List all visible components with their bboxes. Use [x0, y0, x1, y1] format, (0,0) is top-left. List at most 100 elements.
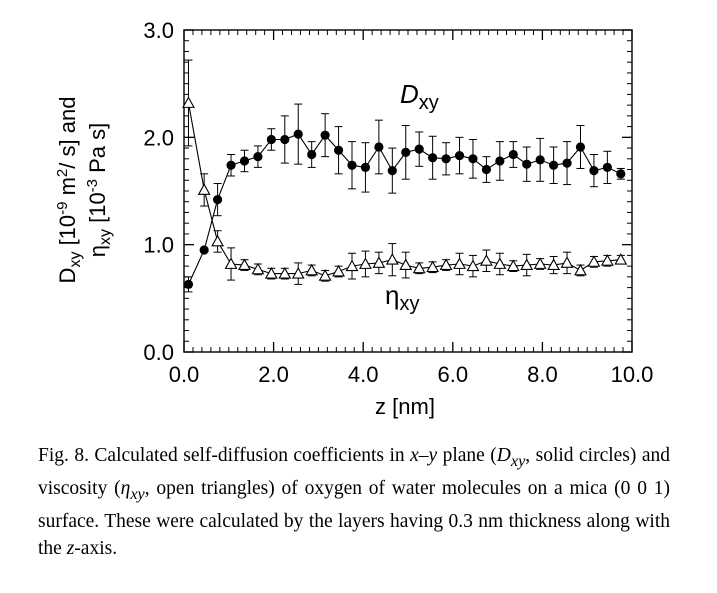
caption-tail: -axis. — [74, 537, 118, 559]
minor-ticks — [184, 30, 632, 352]
dxy-point — [387, 166, 397, 176]
caption-z-axis: z — [66, 537, 75, 559]
etaxy-point — [439, 258, 453, 271]
x-tick-labels: 0.0 2.0 4.0 6.0 8.0 10.0 — [169, 362, 654, 387]
dxy-point — [549, 160, 559, 170]
etaxy-point — [291, 267, 305, 279]
dxy-point — [428, 153, 438, 163]
dxy-point — [183, 279, 194, 289]
x-tick-label: 6.0 — [438, 362, 469, 387]
y-tick-label: 2.0 — [143, 125, 174, 150]
etaxy-point — [251, 262, 265, 275]
dxy-point — [347, 160, 357, 170]
caption-d-subscript: xy — [510, 451, 526, 470]
etaxy-point — [224, 257, 238, 269]
caption-mid-2: , solid circles) and viscosity ( — [38, 445, 670, 499]
etaxy-point — [372, 256, 386, 268]
dxy-point — [320, 130, 330, 140]
etaxy-point — [399, 258, 413, 271]
x-tick-label: 8.0 — [527, 362, 558, 387]
dxy-point — [239, 156, 250, 166]
dxy-point — [454, 150, 465, 161]
etaxy-point — [318, 269, 332, 281]
x-axis-title: z [nm] — [375, 394, 435, 419]
dxy-point — [374, 142, 384, 152]
y-axis-title-line-1: Dxy [10-9 m2/ s] and — [54, 97, 84, 284]
dxy-point — [616, 169, 626, 179]
etaxy-point — [385, 253, 399, 265]
y-tick-label: 3.0 — [143, 18, 174, 43]
caption-lead: Fig. 8. Calculated self-diffusion coeffi… — [38, 445, 411, 466]
x-tick-label: 2.0 — [258, 362, 289, 387]
etaxy-point — [493, 257, 507, 269]
dxy-point — [280, 134, 290, 145]
series-lines — [187, 102, 622, 285]
dxy-point — [401, 147, 411, 157]
etaxy-point — [264, 267, 278, 279]
dxy-point — [226, 160, 236, 170]
etaxy-point — [506, 259, 520, 272]
dxy-point — [293, 129, 303, 139]
series-label-dxy-main: D — [400, 79, 419, 109]
dxy-point — [414, 144, 424, 154]
x-tick-label: 4.0 — [348, 362, 379, 387]
caption-xy-plane: x–y — [410, 445, 438, 466]
series-label-etaxy-main: η — [385, 280, 399, 310]
dxy-point — [535, 155, 545, 165]
x-tick-label: 0.0 — [169, 362, 200, 387]
dxy-point — [495, 156, 505, 166]
etaxy-point — [412, 261, 426, 274]
dxy-point — [508, 149, 518, 160]
etaxy-point — [600, 254, 614, 266]
etaxy-point — [345, 259, 359, 272]
etaxy-point — [182, 96, 195, 108]
dxy-point — [307, 149, 317, 160]
etaxy-point — [359, 257, 372, 269]
y-tick-label: 1.0 — [143, 233, 174, 258]
series-label-etaxy-sub: xy — [399, 293, 419, 315]
y-axis-title: Dxy [10-9 m2/ s] and ηxy [10-3 Pa s] — [54, 97, 114, 284]
series-label-dxy-sub: xy — [419, 92, 439, 114]
etaxy-point — [574, 263, 587, 276]
etaxy-point — [426, 260, 440, 273]
etaxy-point — [587, 255, 601, 267]
caption-eta-subscript: xy — [130, 484, 145, 503]
dxy-point — [213, 194, 223, 205]
major-ticks — [183, 29, 633, 353]
series-line-eta_xy — [187, 102, 621, 277]
etaxy-point — [547, 258, 561, 271]
dxy-point — [266, 134, 276, 145]
figure-caption: Fig. 8. Calculated self-diffusion coeffi… — [38, 442, 670, 562]
caption-mid-1: plane ( — [437, 445, 497, 466]
etaxy-point — [614, 253, 628, 265]
series-label-etaxy: ηxy — [385, 280, 419, 315]
y-axis-title-line-2: ηxy [10-3 Pa s] — [84, 123, 114, 258]
dxy-point — [468, 154, 478, 164]
dxy-point — [360, 162, 371, 172]
caption-mid-3: , open triangles) of oxygen of water mol… — [38, 477, 670, 559]
etaxy-point — [278, 267, 292, 279]
etaxy-point — [211, 234, 225, 247]
caption-d-symbol: D — [496, 445, 511, 466]
x-tick-label: 10.0 — [611, 362, 654, 387]
dxy-point — [589, 166, 599, 176]
etaxy-point — [332, 264, 345, 277]
etaxy-point — [479, 254, 493, 266]
dxy-point — [562, 158, 572, 168]
etaxy-point — [533, 257, 547, 269]
etaxy-point — [466, 259, 480, 272]
etaxy-point — [453, 257, 466, 269]
etaxy-point — [560, 256, 574, 268]
y-tick-label: 0.0 — [143, 340, 174, 365]
series-label-dxy: Dxy — [400, 79, 439, 114]
y-tick-labels: 0.0 1.0 2.0 3.0 — [143, 18, 174, 365]
dxy-point — [575, 142, 586, 152]
data-markers — [182, 96, 628, 289]
dxy-point — [481, 164, 491, 175]
dxy-point — [441, 154, 451, 164]
dxy-point — [522, 159, 532, 169]
caption-eta-symbol: η — [120, 477, 131, 499]
dxy-point — [253, 152, 263, 162]
etaxy-point — [238, 258, 251, 271]
etaxy-point — [305, 263, 319, 276]
